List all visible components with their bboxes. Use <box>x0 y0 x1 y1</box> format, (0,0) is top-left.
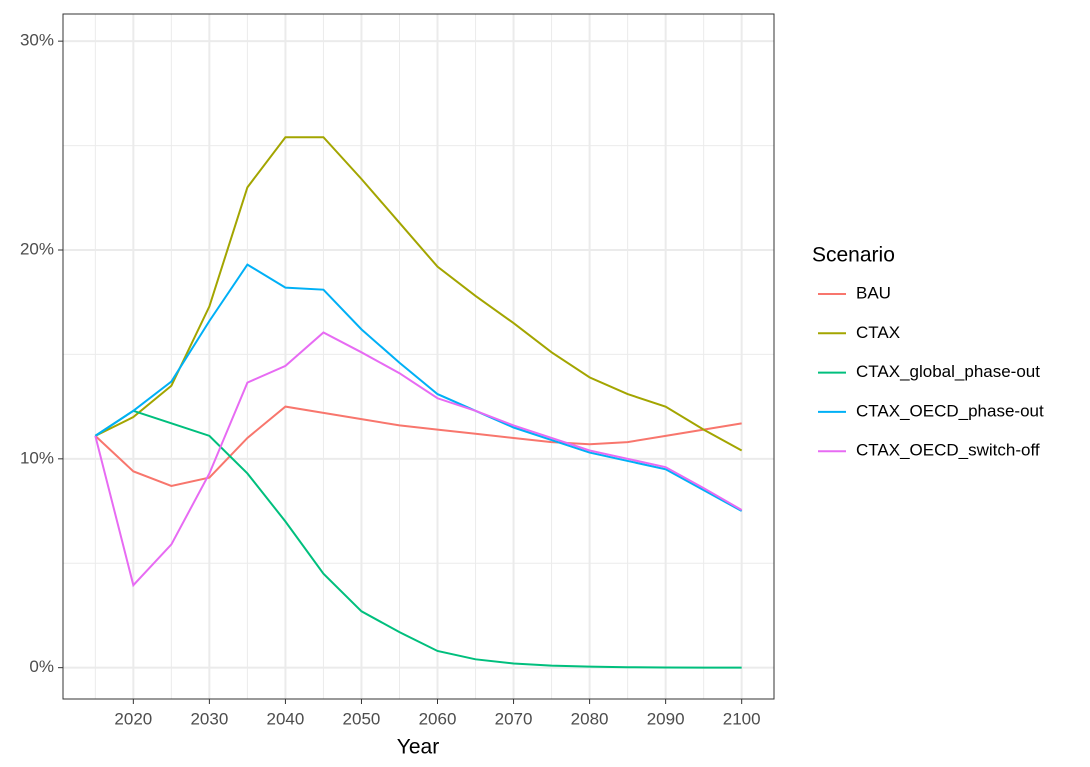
x-tick-label: 2100 <box>723 709 761 728</box>
y-tick-label: 30% <box>20 31 54 50</box>
legend-label: CTAX <box>856 323 900 342</box>
legend-label: BAU <box>856 283 891 302</box>
series-line <box>94 409 742 669</box>
x-tick-label: 2080 <box>571 709 609 728</box>
x-tick-label: 2030 <box>190 709 228 728</box>
legend-label: CTAX_OECD_switch-off <box>856 441 1040 460</box>
x-tick-label: 2040 <box>267 709 305 728</box>
legend-label: CTAX_OECD_phase-out <box>856 401 1044 420</box>
x-tick-label: 2070 <box>495 709 533 728</box>
series-line <box>94 136 743 452</box>
y-tick-label: 20% <box>20 239 54 258</box>
y-tick-label: 0% <box>29 657 54 676</box>
x-tick-label: 2020 <box>114 709 152 728</box>
y-tick-label: 10% <box>20 448 54 467</box>
x-tick-label: 2060 <box>419 709 457 728</box>
legend-title: Scenario <box>812 244 895 267</box>
series-line <box>94 263 743 512</box>
series-line <box>94 331 743 588</box>
series-line <box>94 405 742 488</box>
x-axis-title: Year <box>397 736 439 759</box>
plot-border <box>62 13 775 700</box>
x-tick-label: 2050 <box>343 709 381 728</box>
x-tick-label: 2090 <box>647 709 685 728</box>
legend-label: CTAX_global_phase-out <box>856 362 1040 381</box>
